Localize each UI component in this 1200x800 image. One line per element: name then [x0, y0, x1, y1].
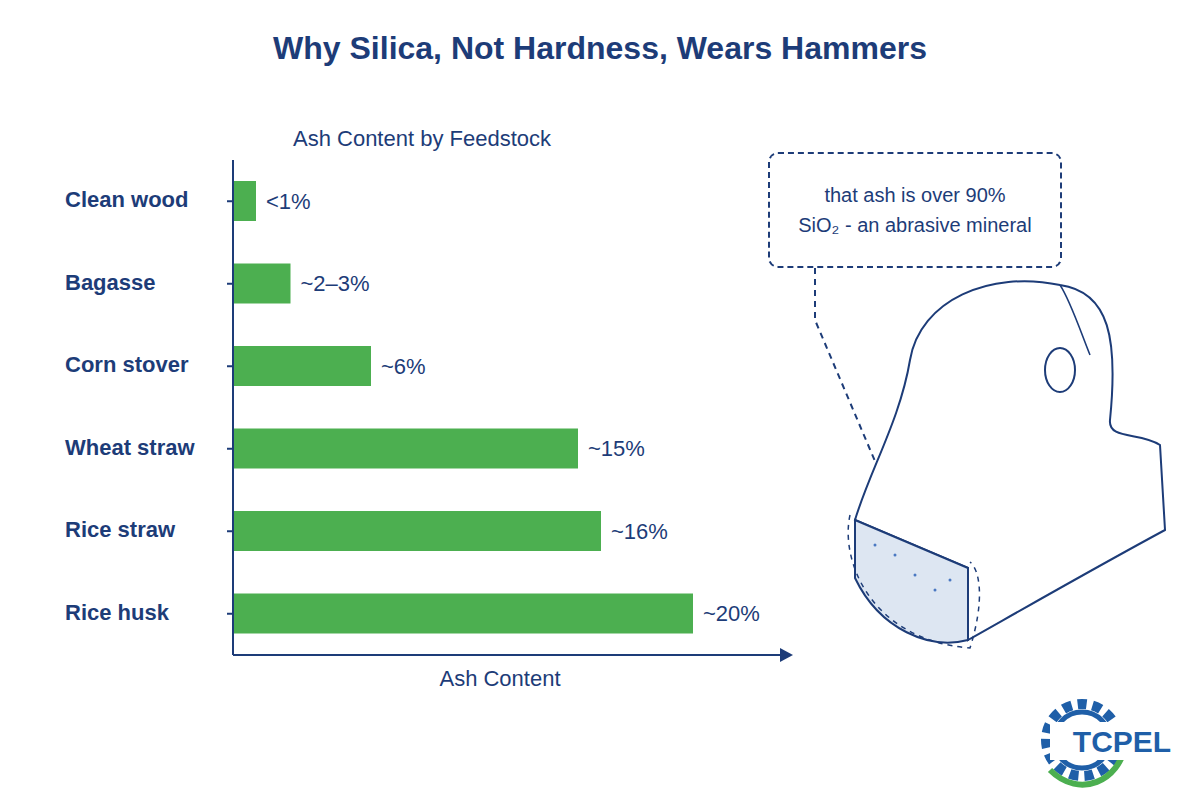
svg-text:~15%: ~15% [588, 436, 645, 461]
svg-text:~16%: ~16% [611, 519, 668, 544]
svg-text:TCPEL: TCPEL [1073, 725, 1171, 758]
svg-text:<1%: <1% [266, 189, 311, 214]
svg-text:Clean wood: Clean wood [65, 187, 188, 212]
svg-text:~2–3%: ~2–3% [301, 271, 370, 296]
svg-text:~6%: ~6% [381, 354, 426, 379]
svg-text:Rice straw: Rice straw [65, 517, 176, 542]
html-text:Ash Content: Ash Content [439, 666, 561, 691]
html-text:SiO₂ - an abrasive mineral: SiO₂ - an abrasive mineral [798, 214, 1032, 236]
html-text:that ash is over 90%: that ash is over 90% [824, 184, 1006, 206]
html-text:Why Silica, Not Hardness, Wear: Why Silica, Not Hardness, Wears Hammers [273, 30, 927, 66]
html-text:Ash Content by Feedstock: Ash Content by Feedstock [293, 126, 551, 151]
svg-text:Corn stover: Corn stover [65, 352, 189, 377]
svg-text:Bagasse: Bagasse [65, 270, 156, 295]
svg-text:Wheat straw: Wheat straw [65, 435, 195, 460]
svg-text:~20%: ~20% [703, 601, 760, 626]
svg-text:Rice husk: Rice husk [65, 600, 170, 625]
